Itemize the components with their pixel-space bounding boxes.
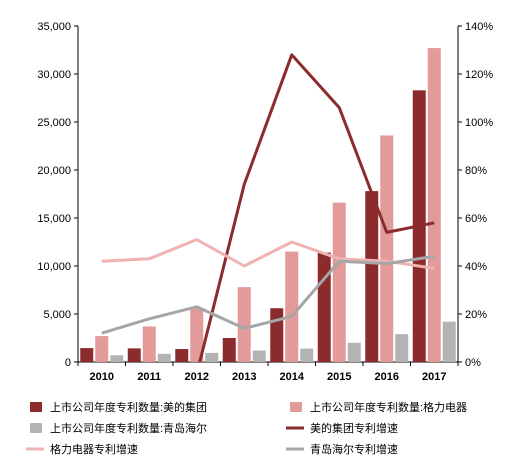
legend-label: 上市公司年度专利数量:格力电器 (310, 400, 467, 414)
y-left-tick-label: 35,000 (37, 21, 71, 33)
bar (222, 338, 236, 362)
bar (380, 135, 394, 362)
y-left-tick-label: 15,000 (37, 213, 71, 225)
legend-swatch (30, 402, 42, 412)
legend-label: 青岛海尔专利增速 (310, 442, 398, 456)
x-tick-label: 2017 (422, 371, 446, 383)
bar (127, 348, 141, 362)
bar (442, 321, 456, 362)
y-right-tick-label: 20% (465, 309, 487, 321)
bar (285, 251, 299, 362)
series-line (198, 53, 435, 362)
y-left-tick-label: 5,000 (43, 309, 71, 321)
y-right-tick-label: 120% (465, 69, 493, 81)
bar (395, 334, 409, 362)
x-tick-label: 2013 (232, 371, 256, 383)
bar (175, 349, 189, 362)
legend-label: 格力电器专利增速 (50, 442, 138, 456)
legend-swatch (290, 402, 302, 412)
axes: 0 5,000 10,000 15,000 20,000 25,000 30,000 35,0… (37, 21, 493, 383)
y-left-tick-label: 25,000 (37, 117, 71, 129)
x-tick-label: 2011 (137, 371, 161, 383)
bar (110, 355, 124, 362)
bar (80, 348, 94, 362)
x-tick-label: 2010 (90, 371, 114, 383)
bar (300, 348, 314, 362)
bar (347, 342, 361, 362)
x-tick-label: 2014 (280, 371, 305, 383)
bar (332, 202, 346, 362)
y-right-tick-label: 100% (465, 117, 493, 129)
series-line (101, 238, 435, 270)
bar (365, 191, 379, 362)
y-right-tick-label: 140% (465, 21, 493, 33)
legend-swatch (30, 423, 42, 433)
y-left-tick-label: 30,000 (37, 69, 71, 81)
y-left-tick-label: 0 (65, 357, 71, 369)
y-right-tick-label: 0% (465, 357, 481, 369)
lines (101, 53, 435, 362)
bar (252, 350, 266, 362)
y-right-tick-label: 60% (465, 213, 487, 225)
x-tick-label: 2012 (185, 371, 209, 383)
bar (317, 252, 331, 362)
y-right-tick-label: 40% (465, 261, 487, 273)
bar (190, 308, 204, 362)
legend: 上市公司年度专利数量:美的集团 上市公司年度专利数量:格力电器上市公司年度专利数量… (26, 400, 467, 456)
x-tick-label: 2016 (375, 371, 399, 383)
bars (80, 48, 456, 363)
bar (157, 353, 171, 362)
legend-label: 上市公司年度专利数量:美的集团 (50, 400, 207, 414)
bar (237, 287, 251, 362)
series-line (101, 254, 435, 335)
y-left-tick-label: 10,000 (37, 261, 71, 273)
y-right-tick-label: 80% (465, 165, 487, 177)
bar (205, 352, 219, 362)
bar (427, 48, 441, 363)
x-tick-label: 2015 (327, 371, 351, 383)
bar (270, 308, 284, 362)
bar (95, 336, 109, 362)
bar (142, 326, 156, 362)
legend-label: 美的集团专利增速 (310, 421, 398, 435)
legend-label: 上市公司年度专利数量:青岛海尔 (50, 421, 207, 435)
y-left-tick-label: 20,000 (37, 165, 71, 177)
